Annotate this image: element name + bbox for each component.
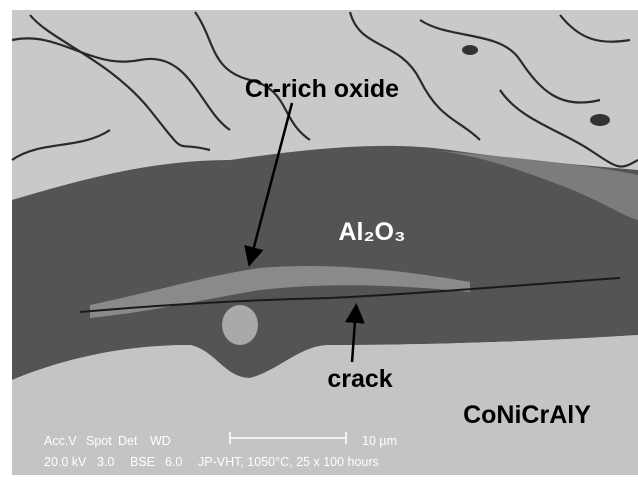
pore	[462, 45, 478, 55]
info-header: WD	[150, 434, 171, 448]
info-header: Acc.V	[44, 434, 77, 448]
micrograph: Cr-rich oxide Al₂O₃ crack CoNiCrAlY Acc.…	[0, 0, 638, 481]
label: CoNiCrAlY	[463, 401, 591, 429]
caption: JP-VHT, 1050°C, 25 x 100 hours	[198, 455, 379, 469]
info-value: 20.0 kV	[44, 455, 87, 469]
scale-label: 10 µm	[362, 434, 397, 448]
label: crack	[327, 365, 392, 393]
page: Cr-rich oxide Al₂O₃ crack CoNiCrAlY Acc.…	[0, 0, 638, 481]
label: Cr-rich oxide	[245, 75, 399, 103]
info-header: Spot	[86, 434, 112, 448]
info-value: 6.0	[165, 455, 182, 469]
pore	[590, 114, 610, 126]
inclusion	[222, 305, 258, 345]
label: Al₂O₃	[338, 218, 405, 246]
info-value: BSE	[130, 455, 155, 469]
info-value: 3.0	[97, 455, 114, 469]
info-header: Det	[118, 434, 138, 448]
